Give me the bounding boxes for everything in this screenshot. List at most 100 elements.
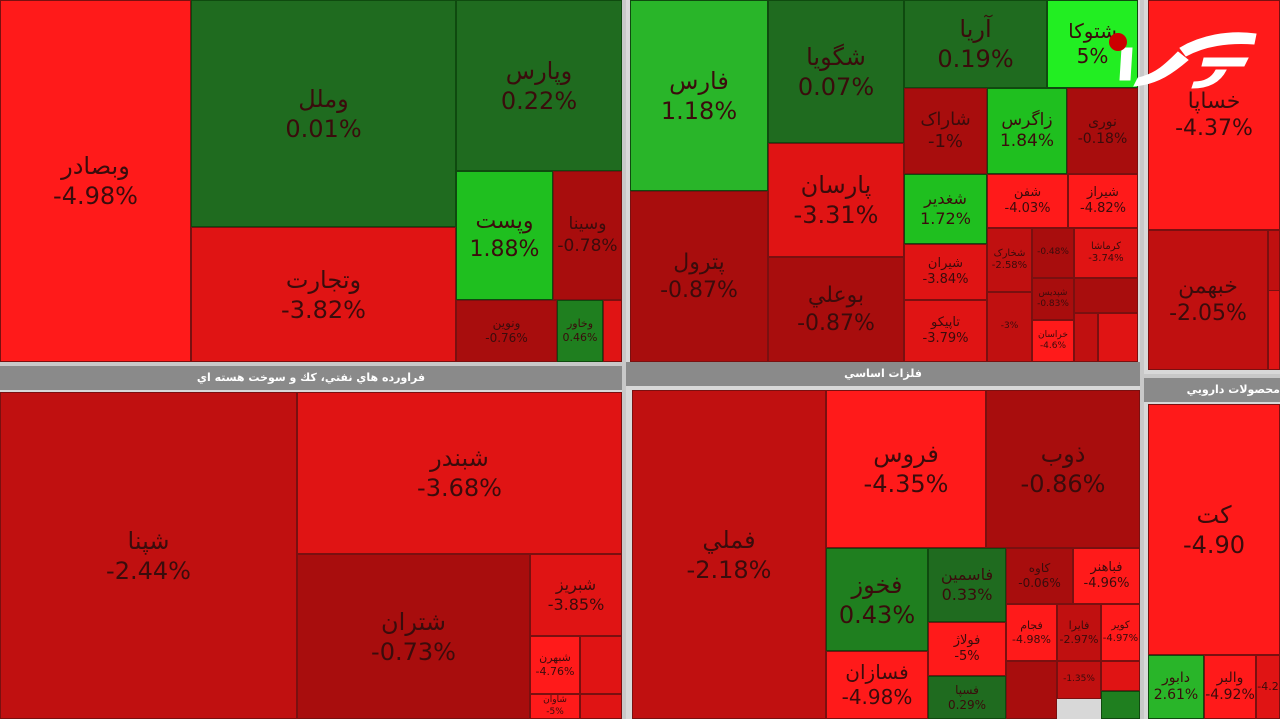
treemap-cell[interactable]: فایرا -2.97%: [1057, 604, 1101, 661]
treemap-cell[interactable]: فخوز 0.43%: [826, 548, 928, 651]
cell-change: -5%: [546, 706, 564, 717]
cell-symbol: فولاژ: [953, 632, 981, 648]
cell-change: -3.85%: [547, 595, 605, 614]
treemap-cell[interactable]: پارسان -3.31%: [768, 143, 904, 257]
treemap-cell[interactable]: زاگرس 1.84%: [987, 88, 1067, 174]
treemap-cell[interactable]: شاراک -1%: [904, 88, 987, 174]
treemap-cell[interactable]: وتجارت -3.82%: [191, 227, 456, 362]
treemap-cell[interactable]: شتران -0.73%: [297, 554, 530, 719]
treemap-cell[interactable]: دابور 2.61%: [1148, 655, 1204, 719]
cell-change: -4.6%: [1039, 341, 1067, 351]
cell-change: -0.87%: [797, 310, 875, 336]
cell-change: -0.78%: [557, 235, 618, 256]
cell-symbol: تاپیکو: [930, 314, 960, 330]
treemap-cell[interactable]: ونوین -0.76%: [456, 300, 557, 362]
treemap-cell[interactable]: شغدیر 1.72%: [904, 174, 987, 244]
cell-symbol: شگویا: [806, 42, 866, 71]
cell-change: 0.29%: [947, 697, 987, 712]
cell-change: 1.72%: [920, 209, 971, 228]
treemap-cell[interactable]: فروس -4.35%: [826, 390, 986, 548]
cell-change: 5%: [1076, 44, 1109, 68]
cell-change: -0.83%: [1037, 299, 1069, 309]
treemap-cell[interactable]: شپنا -2.44%: [0, 392, 297, 719]
treemap-cell[interactable]: شبریز -3.85%: [530, 554, 622, 636]
treemap-cell[interactable]: فسازان -4.98%: [826, 651, 928, 719]
treemap-cell[interactable]: [1101, 661, 1140, 691]
treemap-cell[interactable]: خراسان -4.6%: [1032, 320, 1074, 362]
treemap-cell[interactable]: -3%: [987, 292, 1032, 362]
treemap-cell[interactable]: وپارس 0.22%: [456, 0, 622, 171]
treemap-cell[interactable]: کویر -4.97%: [1101, 604, 1140, 661]
panel-title-petroleum: فراورده هاي نفتي، كك و سوخت هسته اي: [0, 366, 622, 390]
treemap-cell[interactable]: وبصادر -4.98%: [0, 0, 191, 362]
treemap-cell[interactable]: [1101, 691, 1140, 719]
treemap-cell[interactable]: فجام -4.98%: [1006, 604, 1057, 661]
cell-symbol: وپست: [475, 209, 534, 234]
cell-symbol: شاراک: [920, 108, 971, 130]
cell-symbol: ذوب: [1040, 440, 1086, 468]
treemap-cell[interactable]: -0.48%: [1032, 228, 1074, 278]
cell-symbol: شتران: [381, 607, 446, 636]
treemap-cell[interactable]: وملل 0.01%: [191, 0, 456, 227]
treemap-cell[interactable]: شبندر -3.68%: [297, 392, 622, 554]
treemap-cell[interactable]: کاوه -0.06%: [1006, 548, 1073, 604]
logo-dot-icon: [1109, 33, 1127, 51]
cell-change: -2.58%: [991, 260, 1028, 271]
treemap-cell[interactable]: فملي -2.18%: [632, 390, 826, 719]
treemap-cell[interactable]: شخارک -2.58%: [987, 228, 1032, 292]
treemap-cell[interactable]: تاپیکو -3.79%: [904, 300, 987, 362]
cell-change: -2.18%: [686, 555, 772, 584]
cell-change: 0.07%: [797, 72, 875, 101]
treemap-cell[interactable]: شیران -3.84%: [904, 244, 987, 300]
cell-symbol: کاوه: [1028, 561, 1051, 575]
cell-change: 0.43%: [838, 600, 916, 629]
treemap-cell[interactable]: شبهرن -4.76%: [530, 636, 580, 694]
cell-change: -5%: [954, 649, 980, 664]
treemap-cell[interactable]: [580, 694, 622, 719]
treemap-cell[interactable]: بوعلي -0.87%: [768, 257, 904, 362]
treemap-cell[interactable]: فباهنر -4.96%: [1073, 548, 1140, 604]
treemap-cell[interactable]: وسینا -0.78%: [553, 171, 622, 300]
cell-change: 1.88%: [469, 236, 540, 262]
cell-symbol: فسپا: [955, 682, 979, 697]
cell-symbol: کویر: [1111, 620, 1130, 631]
treemap-cell[interactable]: -1.35%: [1057, 661, 1101, 699]
cell-symbol: نوری: [1088, 113, 1117, 130]
cell-change: -2.97%: [1059, 632, 1099, 646]
treemap-cell[interactable]: [1006, 661, 1057, 719]
treemap-cell[interactable]: وخاور 0.46%: [557, 300, 603, 362]
treemap-cell[interactable]: [1074, 278, 1138, 313]
treemap-cell[interactable]: کت -4.90: [1148, 404, 1280, 655]
cell-change: -1%: [927, 131, 964, 152]
treemap-cell[interactable]: والبر -4.92%: [1204, 655, 1256, 719]
cell-change: 0.01%: [285, 114, 362, 143]
treemap-cell[interactable]: فاسمین 0.33%: [928, 548, 1006, 622]
cell-change: -4.98%: [841, 685, 913, 709]
treemap-cell[interactable]: شاوان -5%: [530, 694, 580, 719]
treemap-cell[interactable]: [1074, 313, 1098, 362]
treemap-cell[interactable]: شگویا 0.07%: [768, 0, 904, 143]
cell-change: 2.61%: [1153, 687, 1199, 703]
treemap-cell[interactable]: آریا 0.19%: [904, 0, 1047, 88]
cell-symbol: وخاور: [566, 317, 594, 331]
treemap-cell[interactable]: ذوب -0.86%: [986, 390, 1140, 548]
treemap-cell[interactable]: شیراز -4.82%: [1068, 174, 1138, 228]
treemap-cell[interactable]: خبهمن -2.05%: [1148, 230, 1268, 370]
treemap-cell[interactable]: وپست 1.88%: [456, 171, 553, 300]
treemap-cell[interactable]: فارس 1.18%: [630, 0, 768, 191]
treemap-cell[interactable]: شفن -4.03%: [987, 174, 1068, 228]
treemap-cell[interactable]: شپدیس -0.83%: [1032, 278, 1074, 320]
treemap-cell[interactable]: کرماشا -3.74%: [1074, 228, 1138, 278]
treemap-cell[interactable]: [1268, 290, 1280, 370]
cell-symbol: شبندر: [430, 444, 489, 472]
treemap-cell[interactable]: [1098, 313, 1138, 362]
cell-change: -3.82%: [281, 295, 366, 324]
treemap-cell[interactable]: فسپا 0.29%: [928, 676, 1006, 719]
treemap-cell[interactable]: -4.2: [1256, 655, 1280, 719]
treemap-cell[interactable]: پترول -0.87%: [630, 191, 768, 362]
treemap-cell[interactable]: [603, 300, 622, 362]
treemap-cell[interactable]: فولاژ -5%: [928, 622, 1006, 676]
treemap-cell[interactable]: [580, 636, 622, 694]
cell-change: -0.48%: [1037, 247, 1069, 258]
treemap-cell[interactable]: نوری -0.18%: [1067, 88, 1138, 174]
